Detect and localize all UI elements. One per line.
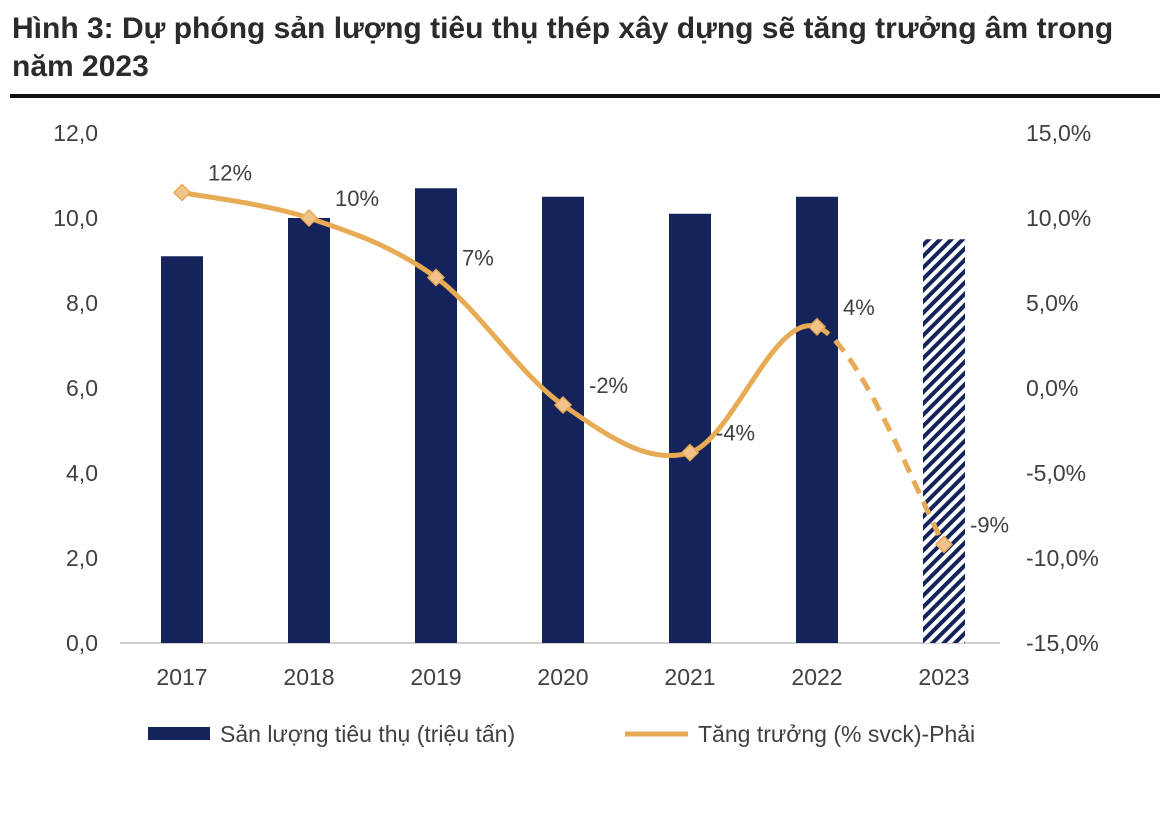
growth-marker xyxy=(553,395,573,415)
left-axis-tick-label: 12,0 xyxy=(53,120,98,146)
right-axis-tick-label: -15,0% xyxy=(1026,630,1099,656)
growth-data-label: 10% xyxy=(335,186,379,211)
growth-marker xyxy=(426,268,446,287)
x-axis-tick-label: 2017 xyxy=(156,664,207,690)
x-axis: 2017 2018 2019 2020 2021 2022 2023 xyxy=(156,664,969,690)
legend: Sản lượng tiêu thụ (triệu tấn) Tăng trưở… xyxy=(148,721,975,747)
x-axis-tick-label: 2020 xyxy=(537,664,588,690)
legend-bar-swatch xyxy=(148,727,210,740)
right-axis-tick-label: 10,0% xyxy=(1026,205,1091,231)
growth-line-forecast-dashed xyxy=(815,324,947,546)
left-axis-tick-label: 2,0 xyxy=(66,545,98,571)
x-axis-tick-label: 2023 xyxy=(918,664,969,690)
growth-marker xyxy=(934,535,954,554)
growth-marker xyxy=(299,208,319,228)
bar-series xyxy=(161,188,965,643)
right-axis-tick-label: -10,0% xyxy=(1026,545,1099,571)
x-axis-tick-label: 2019 xyxy=(410,664,461,690)
right-axis-tick-label: 15,0% xyxy=(1026,120,1091,146)
growth-data-label: 7% xyxy=(462,246,494,271)
growth-marker xyxy=(807,317,827,336)
right-axis: -15,0% -10,0% -5,0% 0,0% 5,0% 10,0% 15,0% xyxy=(1026,120,1099,656)
x-axis-tick-label: 2021 xyxy=(664,664,715,690)
x-axis-tick-label: 2018 xyxy=(283,664,334,690)
left-axis-tick-label: 4,0 xyxy=(66,460,98,486)
title-rule xyxy=(10,94,1160,98)
right-axis-tick-label: -5,0% xyxy=(1026,460,1086,486)
bar xyxy=(669,213,711,643)
x-axis-tick-label: 2022 xyxy=(791,664,842,690)
growth-marker xyxy=(680,443,700,462)
growth-data-label: -2% xyxy=(589,373,628,398)
left-axis-tick-label: 6,0 xyxy=(66,375,98,401)
legend-bar-label: Sản lượng tiêu thụ (triệu tấn) xyxy=(220,721,515,747)
bar xyxy=(161,256,203,643)
growth-data-label: 4% xyxy=(843,295,875,320)
left-axis-tick-label: 10,0 xyxy=(53,205,98,231)
chart-title: Hình 3: Dự phóng sản lượng tiêu thụ thép… xyxy=(12,12,1114,83)
growth-data-label: -9% xyxy=(970,512,1009,537)
growth-marker xyxy=(172,183,192,202)
bar xyxy=(542,196,584,643)
growth-data-label: 12% xyxy=(208,161,252,186)
right-axis-tick-label: 0,0% xyxy=(1026,375,1078,401)
right-axis-tick-label: 5,0% xyxy=(1026,290,1078,316)
growth-line-solid xyxy=(179,190,820,459)
bar xyxy=(288,218,330,643)
left-axis-tick-label: 0,0 xyxy=(66,630,98,656)
growth-data-label: -4% xyxy=(716,421,755,446)
growth-data-labels: 12% 10% 7% -2% -4% 4% -9% xyxy=(208,161,1009,538)
bar xyxy=(796,196,838,643)
left-axis-tick-label: 8,0 xyxy=(66,290,98,316)
forecast-bar xyxy=(923,239,965,643)
left-axis: 0,0 2,0 4,0 6,0 8,0 10,0 12,0 xyxy=(53,120,98,656)
bar xyxy=(415,188,457,643)
growth-markers xyxy=(172,183,954,554)
legend-line-label: Tăng trưởng (% svck)-Phải xyxy=(698,721,975,747)
